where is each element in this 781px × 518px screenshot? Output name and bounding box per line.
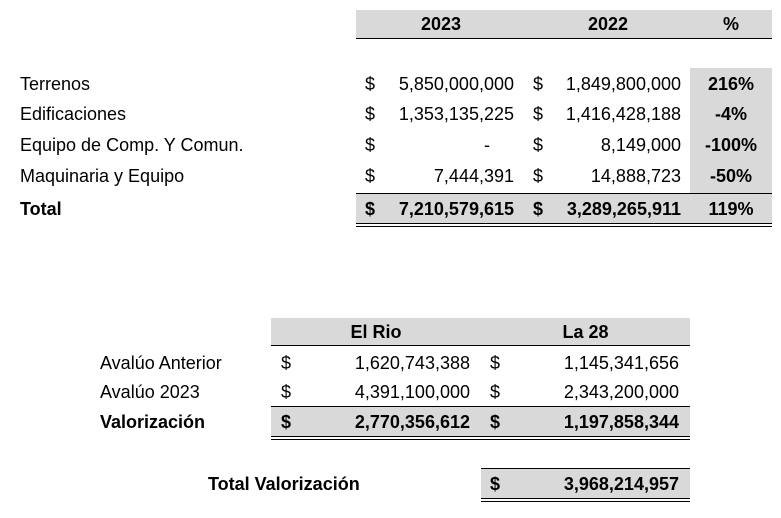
el-rio-value: 4,391,100,000 [354,382,470,402]
table1-header-band [356,10,772,38]
row-label: Avalúo Anterior [100,353,222,373]
currency-symbol: $ [365,135,376,155]
total-label: Total [20,199,62,219]
percent-column-band [690,68,772,193]
percent-change: -50% [709,166,753,186]
currency-symbol: $ [490,412,501,432]
currency-symbol: $ [490,474,501,494]
column-header-2022: 2022 [587,14,629,34]
el-rio-valorizacion: 2,770,356,612 [354,412,470,432]
value-2023: 1,353,135,225 [398,104,514,124]
percent-change: -100% [704,135,758,155]
currency-symbol: $ [365,74,376,94]
el-rio-value: 1,620,743,388 [354,353,470,373]
row-label: Edificaciones [20,104,127,124]
la-28-valorizacion: 1,197,858,344 [563,412,679,432]
value-2022: 1,849,800,000 [565,74,681,94]
currency-symbol: $ [533,74,544,94]
row-label: Avalúo 2023 [100,382,200,402]
total-row-band [356,194,772,223]
currency-symbol: $ [281,382,292,402]
value-2022: 14,888,723 [590,166,681,186]
row-label: Maquinaria y Equipo [20,166,185,186]
grand-total-value: 3,968,214,957 [563,474,679,494]
column-header-2023: 2023 [420,14,462,34]
value-2023: 7,444,391 [433,166,514,186]
total-2023: 7,210,579,615 [398,199,514,219]
currency-symbol: $ [533,135,544,155]
table2-header-band [271,318,690,345]
column-header-el-rio: El Rio [350,322,402,342]
percent-change: 216% [707,74,755,94]
la-28-value: 2,343,200,000 [563,382,679,402]
currency-symbol: $ [365,166,376,186]
percent-change: -4% [714,104,747,124]
total-2022: 3,289,265,911 [566,199,681,219]
la-28-value: 1,145,341,656 [563,353,679,373]
currency-symbol: $ [281,353,292,373]
column-header-percent: % [722,14,739,34]
value-2023: - [484,135,490,155]
currency-symbol: $ [365,199,376,219]
currency-symbol: $ [281,412,292,432]
value-2022: 8,149,000 [600,135,681,155]
row-label: Terrenos [20,74,91,94]
grand-total-label: Total Valorización [208,474,360,494]
valorizacion-label: Valorización [100,412,206,432]
grand-total-band [481,469,690,498]
total-percent: 119% [708,199,754,219]
column-header-la-28: La 28 [562,322,609,342]
currency-symbol: $ [490,353,501,373]
row-label: Equipo de Comp. Y Comun. [20,135,244,155]
value-2022: 1,416,428,188 [565,104,681,124]
currency-symbol: $ [490,382,501,402]
currency-symbol: $ [533,104,544,124]
valorizacion-row-band [271,407,690,436]
currency-symbol: $ [533,166,544,186]
currency-symbol: $ [365,104,376,124]
value-2023: 5,850,000,000 [398,74,514,94]
currency-symbol: $ [533,199,544,219]
